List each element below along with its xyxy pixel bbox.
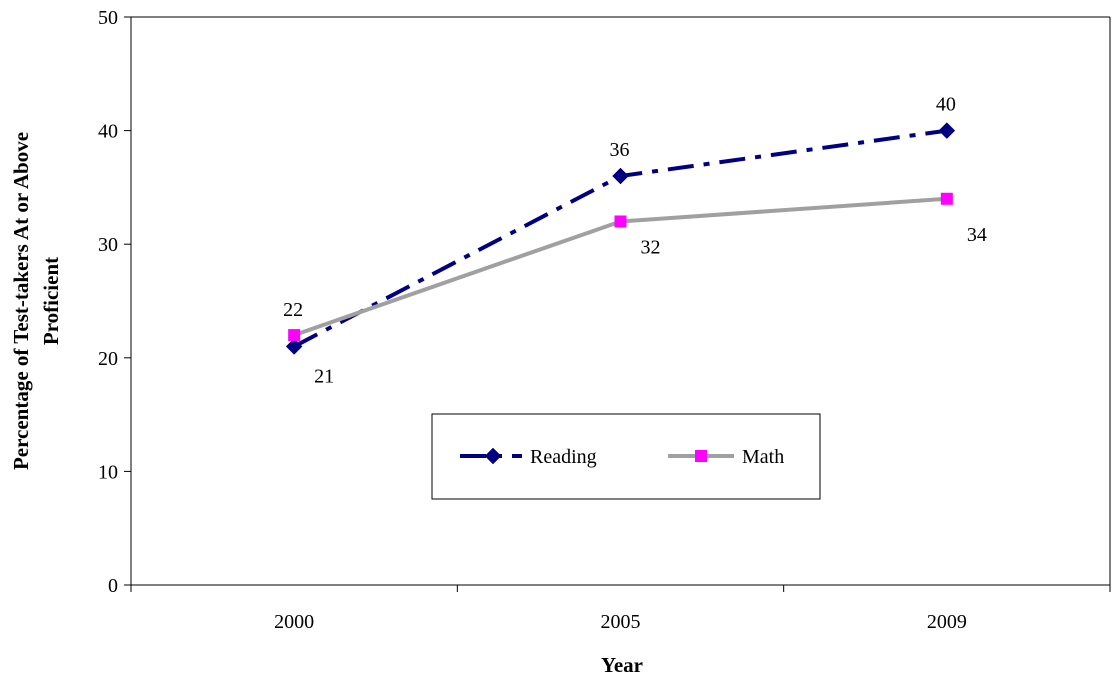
data-labels: 21 36 40 22 32 34: [283, 94, 987, 388]
reading-line: [293, 128, 948, 349]
y-tick-label: 0: [108, 575, 118, 597]
y-tick-label: 30: [98, 234, 118, 256]
legend-marker: [695, 450, 707, 462]
x-ticks: 2000 2005 2009: [130, 585, 1111, 633]
math-point: [940, 192, 953, 205]
legend-label: Reading: [530, 446, 597, 468]
reading-point: [285, 338, 303, 355]
series-reading: [285, 122, 956, 355]
reading-data-label: 36: [610, 139, 630, 161]
y-tick-label: 50: [98, 7, 118, 29]
y-ticks: 0 10 20 30 40 50: [98, 7, 131, 597]
math-point: [288, 329, 301, 342]
axes: [130, 16, 1111, 586]
math-point: [614, 215, 627, 228]
x-tick-label: 2005: [601, 611, 641, 633]
y-tick-label: 10: [98, 461, 118, 483]
math-data-label: 32: [641, 236, 661, 258]
x-axis-title: Year: [601, 653, 643, 677]
y-axis-title-line: Percentage of Test-takers At or Above: [9, 132, 33, 470]
reading-data-label: 21: [314, 365, 334, 387]
legend-marker: [484, 447, 502, 465]
math-data-label: 34: [967, 224, 987, 246]
reading-data-label: 40: [936, 94, 956, 116]
x-tick-label: 2000: [274, 611, 314, 633]
y-axis-title: Percentage of Test-takers At or Above Pro…: [9, 132, 63, 470]
legend-item-reading: Reading: [460, 446, 597, 468]
legend-item-math: Math: [668, 446, 784, 468]
series-math: [288, 192, 953, 342]
reading-point: [612, 167, 629, 185]
reading-point: [938, 122, 956, 139]
series-lines: [285, 122, 956, 355]
y-tick-label: 40: [98, 121, 118, 143]
legend-label: Math: [742, 446, 784, 468]
math-data-label: 22: [283, 299, 303, 321]
y-tick-label: 20: [98, 348, 118, 370]
x-tick-label: 2009: [927, 611, 967, 633]
legend: Reading Math: [431, 413, 821, 500]
y-axis-title-line: Proficient: [39, 257, 63, 345]
